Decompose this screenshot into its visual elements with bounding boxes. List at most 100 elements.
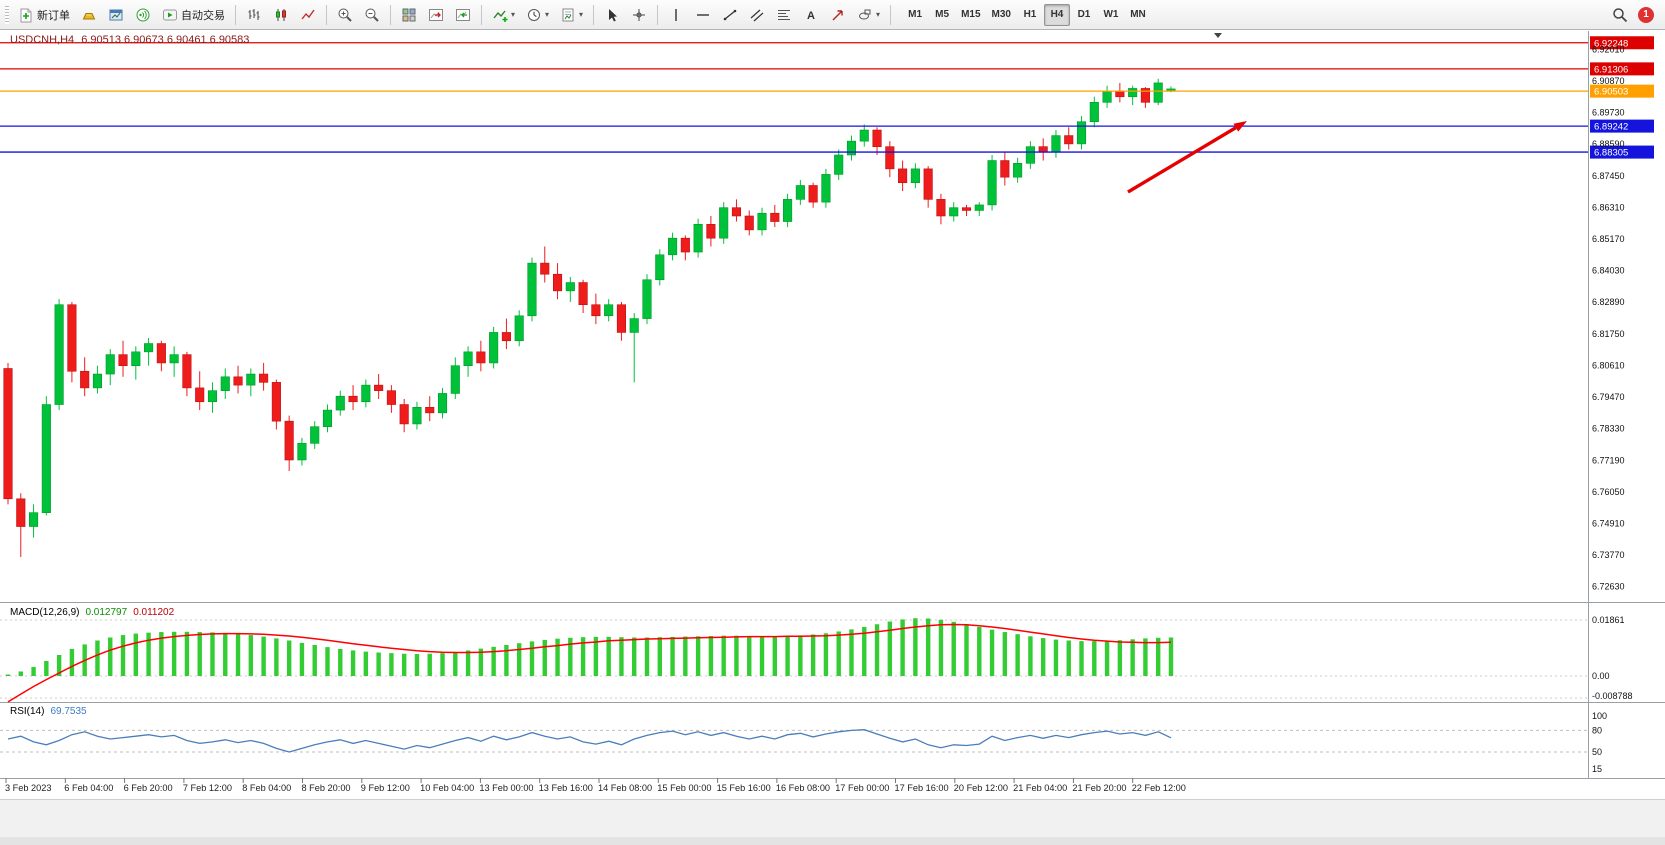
candle-body [80, 370, 90, 389]
vertical-line-tool-button[interactable] [663, 3, 689, 27]
timeframe-h4[interactable]: H4 [1043, 3, 1070, 26]
crosshair-tool-button[interactable] [626, 3, 652, 27]
timeframe-m1[interactable]: M1 [902, 4, 928, 26]
candle-body [885, 146, 895, 170]
macd-histogram-bar [606, 636, 611, 676]
candle-body [207, 390, 218, 403]
arrow-tool-icon [832, 9, 843, 20]
macd-histogram-bar [644, 637, 650, 676]
channel-tool-button[interactable] [744, 3, 770, 27]
macd-histogram-bar [31, 666, 36, 676]
cursor-tool-button[interactable] [599, 3, 625, 27]
svg-text:A: A [807, 10, 815, 22]
macd-histogram-bar [453, 651, 458, 676]
new-chart-button[interactable] [103, 3, 129, 27]
macd-pane: 0.01861 0.00 -0.008788 [0, 615, 1633, 703]
bar-chart-mode-button[interactable] [241, 3, 267, 27]
candle-body [552, 273, 563, 292]
shapes-tool-button[interactable]: ▾ [852, 3, 885, 27]
timeframe-m30[interactable]: M30 [987, 4, 1016, 26]
macd-histogram-bar [874, 624, 880, 676]
candle-body [936, 199, 946, 217]
line-chart-mode-button[interactable] [295, 3, 321, 27]
macd-histogram-bar [1002, 632, 1008, 676]
toolbar-separator [593, 4, 595, 25]
candlestick-mode-button[interactable] [268, 3, 294, 27]
candle-body [693, 224, 703, 253]
macd-histogram-bar [133, 633, 138, 676]
trendline-tool-button[interactable] [717, 3, 743, 27]
candle-body [616, 304, 626, 333]
macd-histogram-bar [632, 637, 637, 676]
svg-text:14 Feb 08:00: 14 Feb 08:00 [598, 783, 652, 793]
macd-histogram-bar [95, 640, 100, 676]
macd-histogram-bar [1015, 634, 1020, 676]
zoom-out-button[interactable] [359, 3, 385, 27]
macd-histogram-bar [836, 631, 841, 676]
text-tool-button[interactable]: A [798, 3, 824, 27]
chart-shift-button[interactable] [423, 3, 449, 27]
candle-body [961, 207, 972, 211]
macd-histogram-bar [721, 635, 726, 676]
timeframe-m15[interactable]: M15 [956, 4, 985, 26]
signals-button[interactable] [130, 3, 156, 27]
candle-body [680, 237, 690, 253]
arrows-tool-button[interactable] [825, 3, 851, 27]
auto-scroll-icon [456, 8, 470, 21]
timeframe-m5[interactable]: M5 [929, 4, 955, 26]
periods-button[interactable]: ▾ [521, 3, 554, 27]
macd-histogram-bar [274, 638, 279, 676]
macd-histogram-bar [1168, 637, 1174, 676]
timeframe-w1[interactable]: W1 [1098, 4, 1124, 26]
new-order-button[interactable]: 新订单 [13, 3, 75, 27]
fibonacci-tool-button[interactable] [771, 3, 797, 27]
svg-text:7 Feb 12:00: 7 Feb 12:00 [183, 783, 232, 793]
candle-body [463, 351, 473, 367]
horizontal-lines[interactable]: 6.92248 6.91306 6.90503 6.89242 6.88305 [0, 36, 1654, 159]
timeframe-d1[interactable]: D1 [1071, 4, 1097, 26]
candle-body [361, 384, 371, 403]
svg-text:80: 80 [1592, 725, 1602, 735]
templates-button[interactable]: ▾ [555, 3, 588, 27]
macd-histogram-bar [401, 653, 407, 676]
macd-histogram-bar [18, 671, 23, 676]
candle-body [591, 304, 601, 317]
zoom-in-button[interactable] [332, 3, 358, 27]
clock-icon [528, 8, 541, 21]
chart-shift-icon [429, 8, 443, 21]
notification-badge[interactable]: 1 [1638, 6, 1654, 23]
candle-body [527, 262, 537, 317]
candles[interactable] [3, 78, 1176, 558]
tile-windows-button[interactable] [396, 3, 422, 27]
svg-text:6.90503: 6.90503 [1594, 87, 1628, 98]
candle-body [348, 395, 358, 403]
indicators-button[interactable]: ▾ [487, 3, 520, 27]
svg-text:15 Feb 16:00: 15 Feb 16:00 [717, 783, 771, 793]
candle-body [1038, 146, 1048, 153]
tile-windows-icon [402, 8, 416, 21]
timeframe-h1[interactable]: H1 [1017, 4, 1043, 26]
macd-histogram-bar [772, 636, 777, 676]
svg-text:6.79470: 6.79470 [1592, 392, 1625, 402]
rsi-name: RSI(14) [10, 706, 45, 717]
candle-body [284, 420, 294, 461]
auto-trading-button[interactable]: 自动交易 [157, 3, 230, 27]
trend-arrow[interactable] [1127, 121, 1247, 194]
svg-text:6.82890: 6.82890 [1592, 297, 1625, 307]
toolbar-grip[interactable] [5, 5, 9, 24]
search-button[interactable] [1607, 3, 1633, 27]
auto-scroll-button[interactable] [450, 3, 476, 27]
macd-histogram-bar [708, 635, 714, 676]
svg-text:21 Feb 04:00: 21 Feb 04:00 [1013, 783, 1067, 793]
macd-histogram-bar [1040, 638, 1046, 676]
macd-histogram-bar [823, 633, 829, 676]
candle-body [731, 207, 742, 217]
timeframe-mn[interactable]: MN [1125, 4, 1151, 26]
macd-histogram-bar [913, 618, 918, 676]
candle-body [604, 304, 614, 317]
svg-text:-0.008788: -0.008788 [1592, 691, 1633, 701]
candle-body [514, 315, 524, 342]
market-watch-button[interactable] [76, 3, 102, 27]
horizontal-line-tool-button[interactable] [690, 3, 716, 27]
